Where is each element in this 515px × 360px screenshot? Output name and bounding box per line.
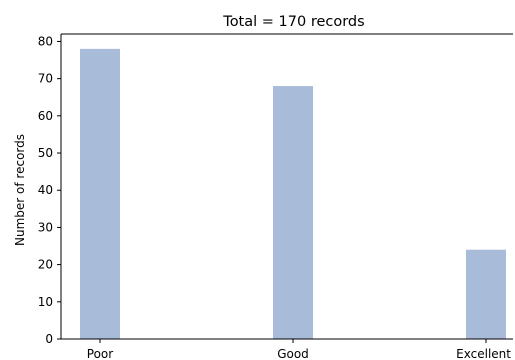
axes-layer bbox=[60, 33, 513, 340]
y-tick-label: 10 bbox=[38, 295, 53, 309]
y-tick-label: 60 bbox=[38, 109, 53, 123]
x-ticks-layer: Poor Good Excellent bbox=[87, 339, 511, 360]
y-tick-label: 20 bbox=[38, 258, 53, 272]
y-tick-label: 50 bbox=[38, 146, 53, 160]
bar-poor bbox=[80, 48, 120, 339]
y-ticks-layer: 0 10 20 30 40 50 60 70 80 bbox=[38, 34, 61, 346]
bar-excellent bbox=[466, 249, 506, 339]
bars-layer bbox=[80, 48, 506, 339]
x-tick-label-poor: Poor bbox=[87, 347, 113, 360]
chart-title: Total = 170 records bbox=[222, 14, 364, 30]
bar-good bbox=[273, 86, 313, 339]
y-axis-label: Number of records bbox=[13, 134, 27, 246]
y-tick-label: 0 bbox=[45, 332, 53, 346]
y-tick-label: 30 bbox=[38, 220, 53, 234]
y-tick-label: 40 bbox=[38, 183, 53, 197]
y-tick-label: 80 bbox=[38, 34, 53, 48]
x-tick-label-excellent: Excellent bbox=[456, 347, 511, 360]
x-tick-label-good: Good bbox=[277, 347, 309, 360]
y-tick-label: 70 bbox=[38, 72, 53, 86]
